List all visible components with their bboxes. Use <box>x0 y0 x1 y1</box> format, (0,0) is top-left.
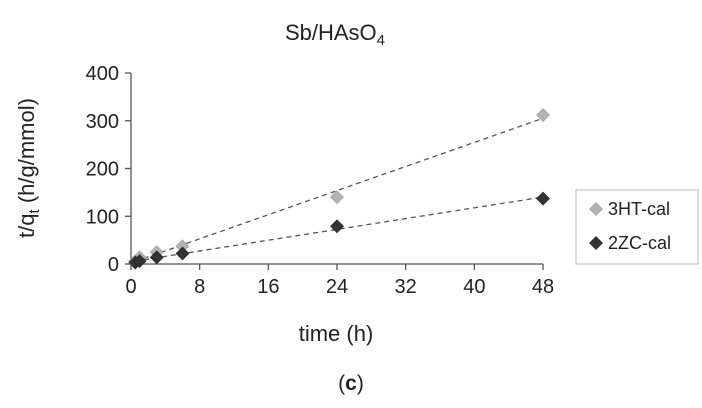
trendline-2ZC-cal <box>135 196 544 262</box>
data-point-3HT-cal <box>330 190 344 205</box>
data-point-3HT-cal <box>536 108 550 122</box>
trendline-3HT-cal <box>135 117 544 263</box>
x-tick-label: 0 <box>125 276 136 298</box>
x-tick-label: 48 <box>532 276 554 298</box>
panel-label: (c) <box>338 372 364 395</box>
data-point-2ZC-cal <box>175 246 190 261</box>
data-point-2ZC-cal <box>536 191 550 206</box>
legend-marker-2ZC-cal <box>589 236 603 250</box>
x-tick-label: 8 <box>194 276 205 298</box>
data-point-2ZC-cal <box>330 219 344 234</box>
y-tick-label: 200 <box>86 159 119 181</box>
legend-marker-3HT-cal <box>589 202 603 216</box>
x-tick-label: 24 <box>326 276 348 298</box>
y-tick-label: 100 <box>86 206 119 228</box>
y-tick-label: 300 <box>86 111 119 133</box>
x-tick-label: 32 <box>395 276 417 298</box>
legend-label: 3HT-cal <box>608 199 670 219</box>
x-tick-label: 40 <box>463 276 485 298</box>
x-tick-label: 16 <box>257 276 279 298</box>
y-tick-label: 400 <box>86 63 119 85</box>
chart-title: Sb/HAsO4 <box>285 20 385 49</box>
data-point-2ZC-cal <box>149 250 164 265</box>
legend-label: 2ZC-cal <box>608 233 671 253</box>
chart-svg: Sb/HAsO4 0 100 200 300 400 0 8 16 24 32 40 48 time … <box>14 20 699 346</box>
y-axis-title: t/qt (h/g/mmol) <box>14 98 43 238</box>
data-point-2ZC-cal <box>132 254 147 269</box>
x-axis-title: time (h) <box>299 321 374 346</box>
legend-box <box>575 189 699 265</box>
y-tick-label: 0 <box>108 254 119 276</box>
